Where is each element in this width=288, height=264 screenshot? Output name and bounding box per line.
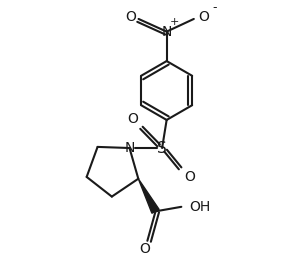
Text: O: O [184,171,195,185]
Text: OH: OH [190,200,211,214]
Text: N: N [124,141,135,155]
Text: N: N [162,25,172,39]
Text: O: O [198,10,209,24]
Text: O: O [139,242,150,256]
Text: S: S [157,140,167,155]
Text: -: - [212,1,217,14]
Text: O: O [127,112,138,126]
Text: O: O [125,10,136,24]
Polygon shape [138,179,159,213]
Text: +: + [170,17,179,27]
